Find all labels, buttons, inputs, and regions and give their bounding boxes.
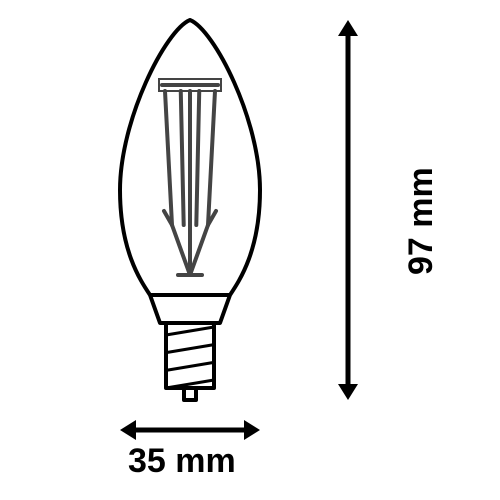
screw-thread <box>166 327 214 335</box>
bulb-dimension-diagram: 35 mm 97 mm <box>0 0 500 500</box>
width-dimension-label: 35 mm <box>128 442 236 481</box>
width-dimension-arrow-head <box>120 420 136 440</box>
screw-thread <box>166 345 214 353</box>
screw-thread <box>166 362 214 370</box>
height-dimension-arrow-head <box>338 384 358 400</box>
filament <box>172 225 190 275</box>
filament <box>165 91 172 225</box>
filament <box>208 91 215 225</box>
filament <box>196 91 199 225</box>
filament <box>190 225 208 275</box>
filament <box>181 91 184 225</box>
height-dimension-label: 97 mm <box>402 167 441 275</box>
width-dimension-arrow-head <box>244 420 260 440</box>
height-dimension-arrow-head <box>338 20 358 36</box>
